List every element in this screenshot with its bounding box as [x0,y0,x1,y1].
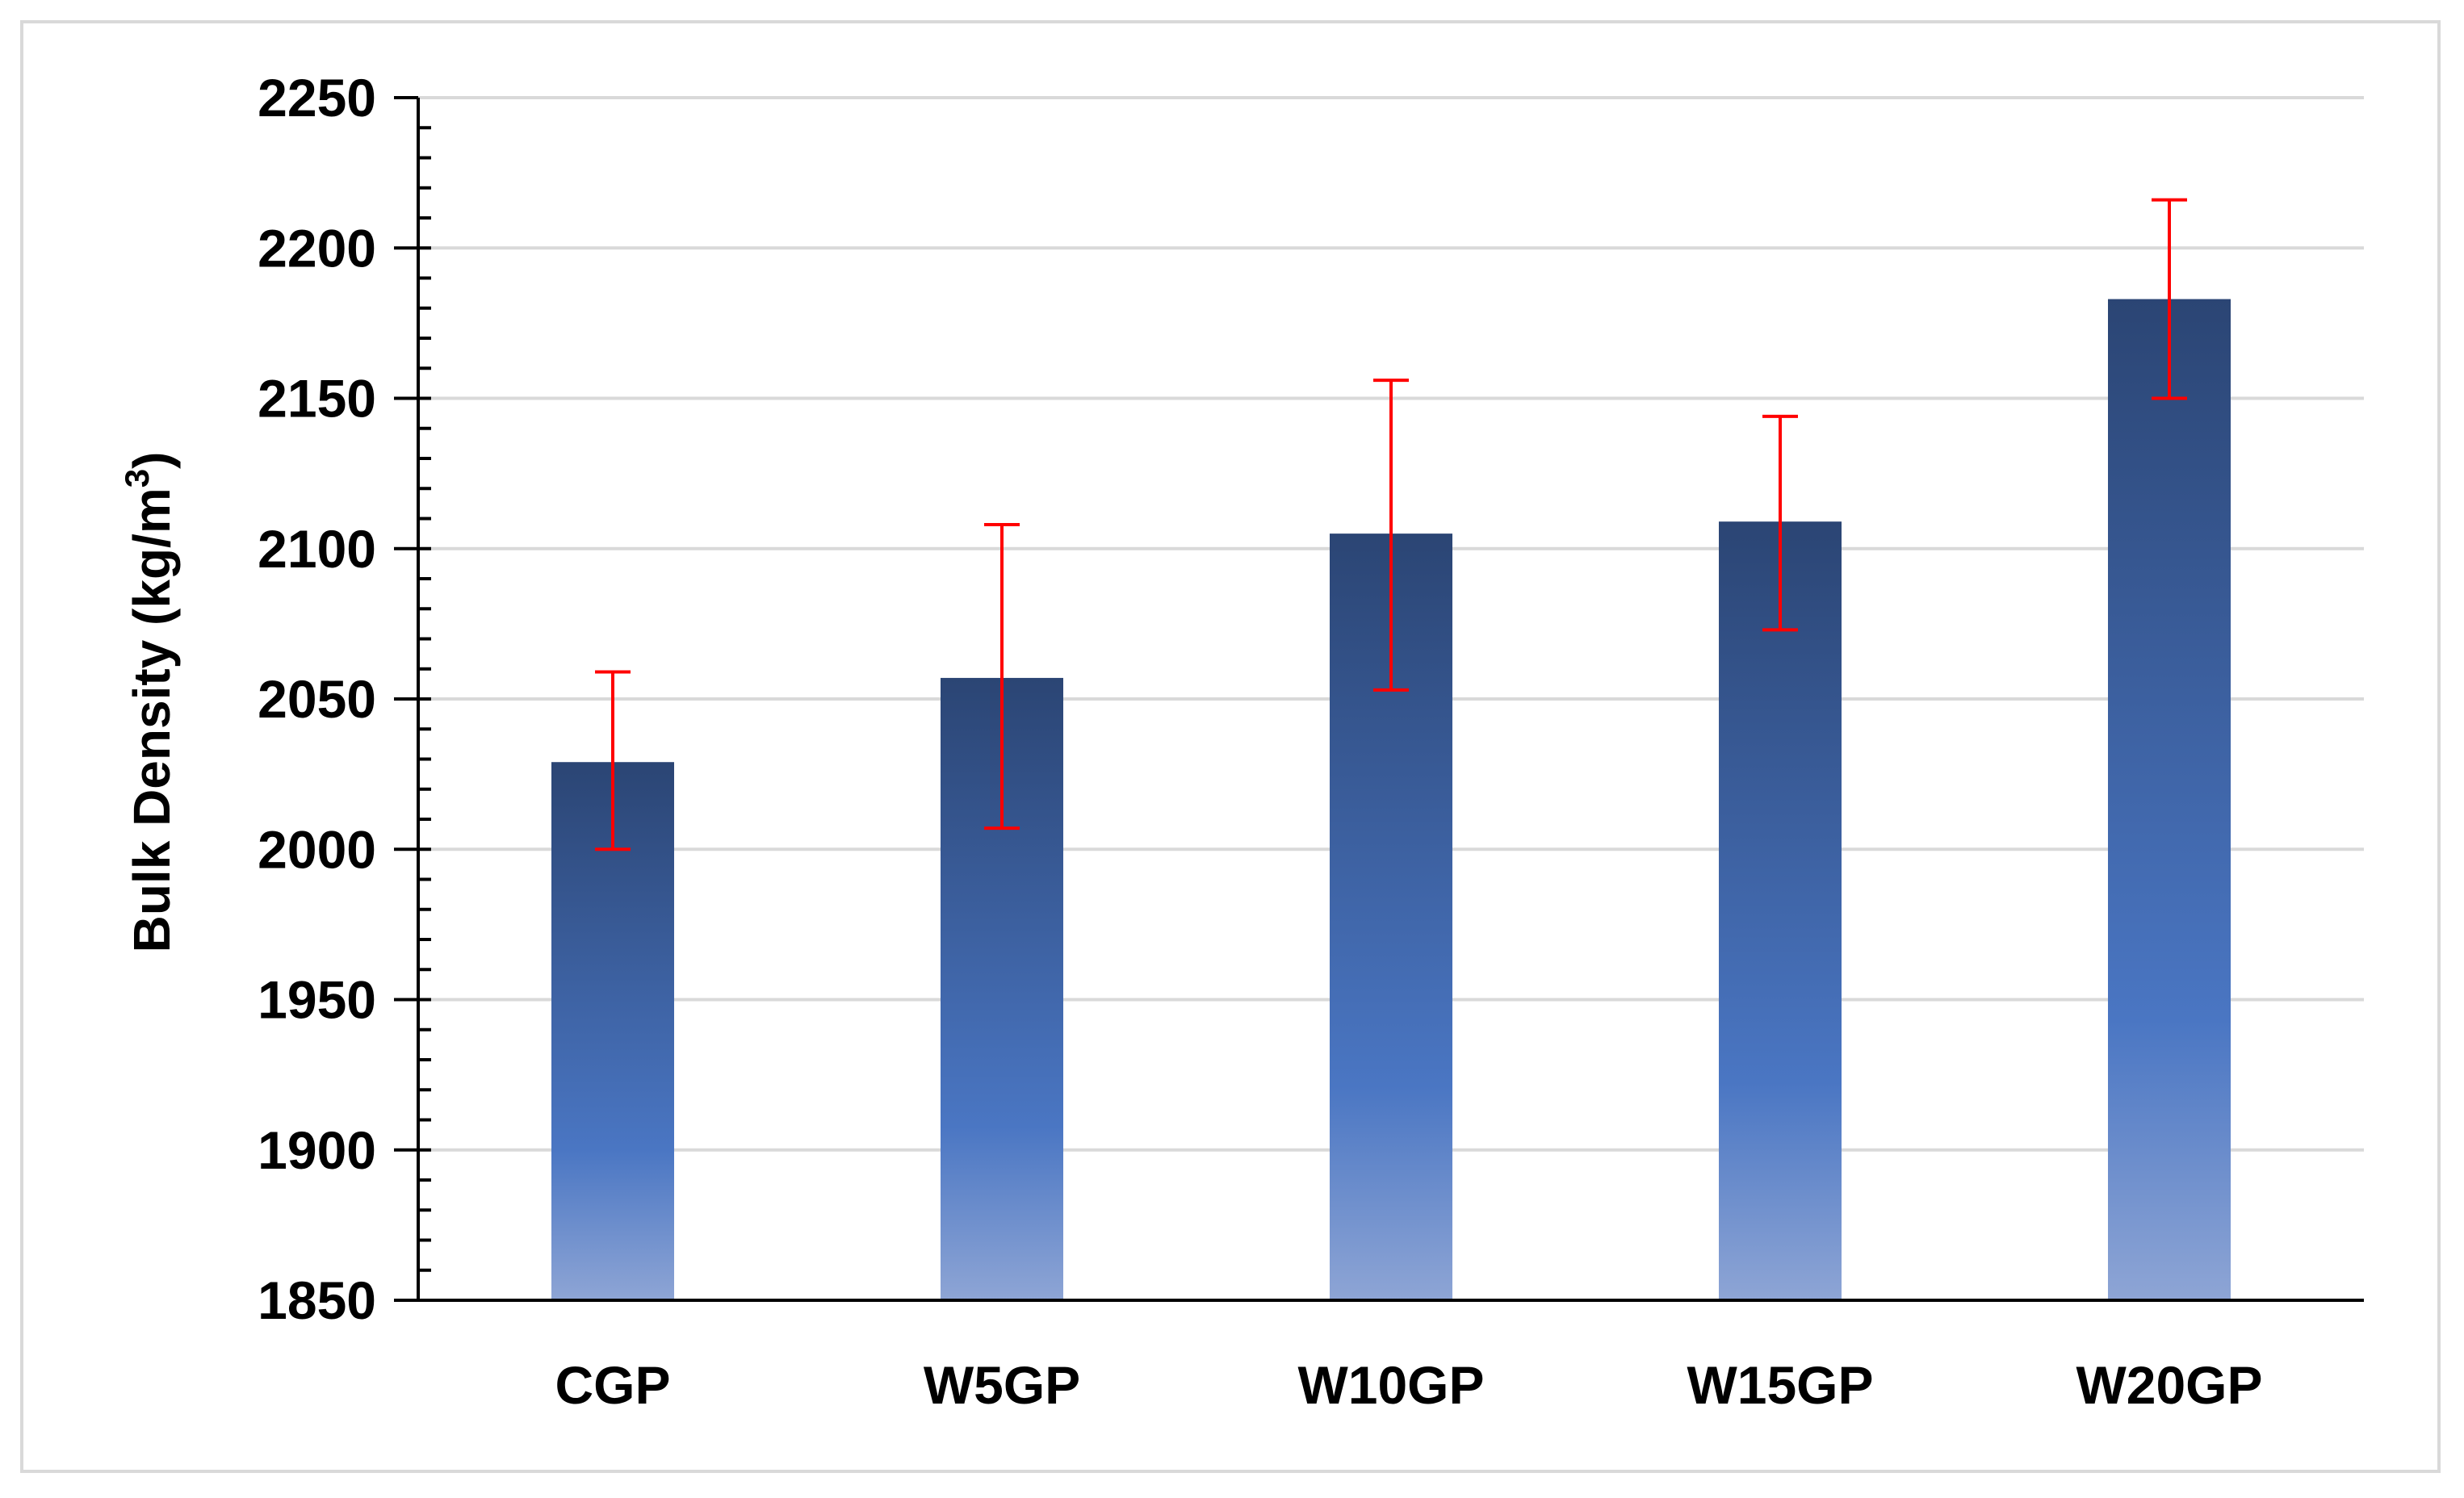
error-bar-w15gp [1762,414,1798,632]
x-tick-label: W5GP [924,1355,1080,1415]
y-axis-title-superscript: 3 [118,469,156,487]
y-axis-title-suffix: ) [123,452,181,469]
y-tick-label: 2250 [258,68,376,128]
axes [394,96,2364,1302]
y-tick-label: 2100 [258,519,376,579]
bar-w15gp [1719,521,1842,1300]
error-bar-cgp [595,670,631,852]
y-tick-label: 1900 [258,1120,376,1180]
x-tick-label: W20GP [2076,1355,2262,1415]
y-tick-label: 2150 [258,369,376,429]
bar-cgp [551,762,674,1300]
y-tick-label: 2200 [258,218,376,278]
x-tick-label: W10GP [1297,1355,1484,1415]
y-tick-label: 2000 [258,819,376,879]
error-bar-w20gp [2152,198,2187,400]
x-tick-label: CGP [555,1355,670,1415]
x-tick-labels: CGP W5GP W10GP W15GP W20GP [555,1355,2262,1415]
error-bars [595,198,2187,852]
y-axis-title: Bulk Density (kg/m3) [118,452,181,953]
y-tick-labels: 1850 1900 1950 2000 2050 2100 2150 2200 2250 [258,68,376,1330]
x-tick-label: W15GP [1687,1355,1873,1415]
y-axis-title-main: Bulk Density (kg/m [123,487,181,952]
y-tick-label: 1850 [258,1270,376,1330]
error-bar-w10gp [1373,379,1409,692]
bar-w20gp [2108,299,2231,1301]
chart-frame [20,20,2441,1473]
error-bar-w5gp [984,522,1020,831]
y-tick-label: 2050 [258,669,376,729]
y-tick-label: 1950 [258,970,376,1030]
